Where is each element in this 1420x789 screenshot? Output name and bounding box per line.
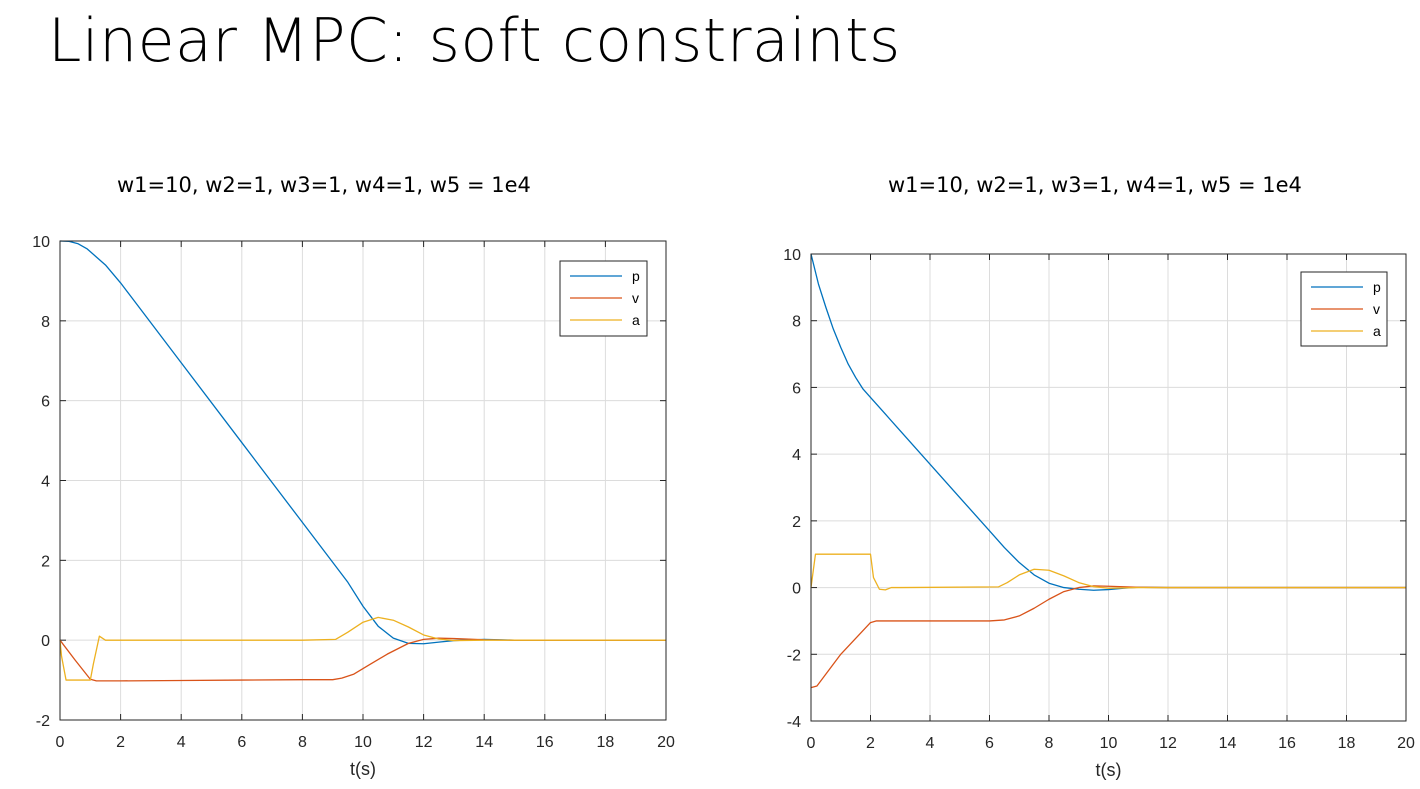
legend-label-p: p (632, 268, 640, 284)
x-tick-label: 8 (298, 734, 307, 751)
legend-box (1300, 271, 1388, 347)
y-tick-label: 2 (792, 514, 801, 531)
series-line-v (810, 585, 1406, 689)
x-tick-label: 0 (56, 734, 65, 751)
y-tick-label: 4 (792, 447, 801, 464)
legend-label-p: p (1373, 279, 1381, 295)
y-tick-label: 2 (41, 553, 50, 570)
slide-title: Linear MPC: soft constraints (48, 6, 901, 76)
y-tick-label: 10 (783, 247, 801, 264)
x-tick-label: 4 (926, 735, 935, 752)
x-tick-label: 8 (1045, 735, 1054, 752)
y-tick-label: -2 (787, 647, 801, 664)
x-tick-label: 14 (1219, 735, 1237, 752)
x-tick-label: 12 (1159, 735, 1177, 752)
axes-box (59, 240, 667, 721)
legend-label-a: a (632, 312, 640, 328)
axes-box (810, 253, 1407, 722)
chart-2-title: w1=10, w2=1, w3=1, w4=1, w5 = 1e4 (888, 173, 1302, 197)
y-tick-label: 8 (41, 314, 50, 331)
series-line-p (59, 240, 666, 645)
x-tick-label: 10 (354, 734, 372, 751)
series-line-p (810, 253, 1406, 591)
series-line-v (59, 637, 666, 682)
x-tick-label: 6 (237, 734, 246, 751)
y-tick-label: 4 (41, 474, 50, 491)
x-tick-label: 4 (177, 734, 186, 751)
x-tick-label: 20 (657, 734, 675, 751)
x-tick-label: 18 (1338, 735, 1356, 752)
y-tick-label: -2 (36, 713, 50, 730)
chart-1: 0 2 4 6 8 10 12 14 16 18 20 -2 0 2 4 6 8 10 t(s) pva (32, 234, 675, 779)
y-tick-label: 6 (792, 380, 801, 397)
x-tick-label: 6 (985, 735, 994, 752)
legend-label-v: v (632, 290, 639, 306)
x-axis-label: t(s) (1096, 760, 1122, 780)
x-axis-label: t(s) (350, 759, 376, 779)
x-tick-label: 2 (866, 735, 875, 752)
x-tick-label: 10 (1100, 735, 1118, 752)
x-tick-label: 18 (597, 734, 615, 751)
y-tick-label: 6 (41, 394, 50, 411)
y-tick-label: 10 (32, 234, 50, 251)
plot-area (811, 254, 1406, 721)
x-tick-label: 16 (536, 734, 554, 751)
x-tick-label: 16 (1278, 735, 1296, 752)
legend-label-a: a (1373, 323, 1381, 339)
x-tick-label: 12 (415, 734, 433, 751)
series-line-a (810, 553, 1406, 591)
y-tick-label: -4 (787, 714, 801, 731)
y-tick-label: 0 (41, 633, 50, 650)
x-tick-label: 0 (807, 735, 816, 752)
legend-label-v: v (1373, 301, 1380, 317)
x-tick-label: 20 (1397, 735, 1415, 752)
series-line-a (59, 616, 666, 681)
chart-1-title: w1=10, w2=1, w3=1, w4=1, w5 = 1e4 (117, 173, 531, 197)
y-tick-label: 8 (792, 314, 801, 331)
x-tick-label: 14 (475, 734, 493, 751)
x-tick-label: 2 (116, 734, 125, 751)
y-tick-label: 0 (792, 581, 801, 598)
